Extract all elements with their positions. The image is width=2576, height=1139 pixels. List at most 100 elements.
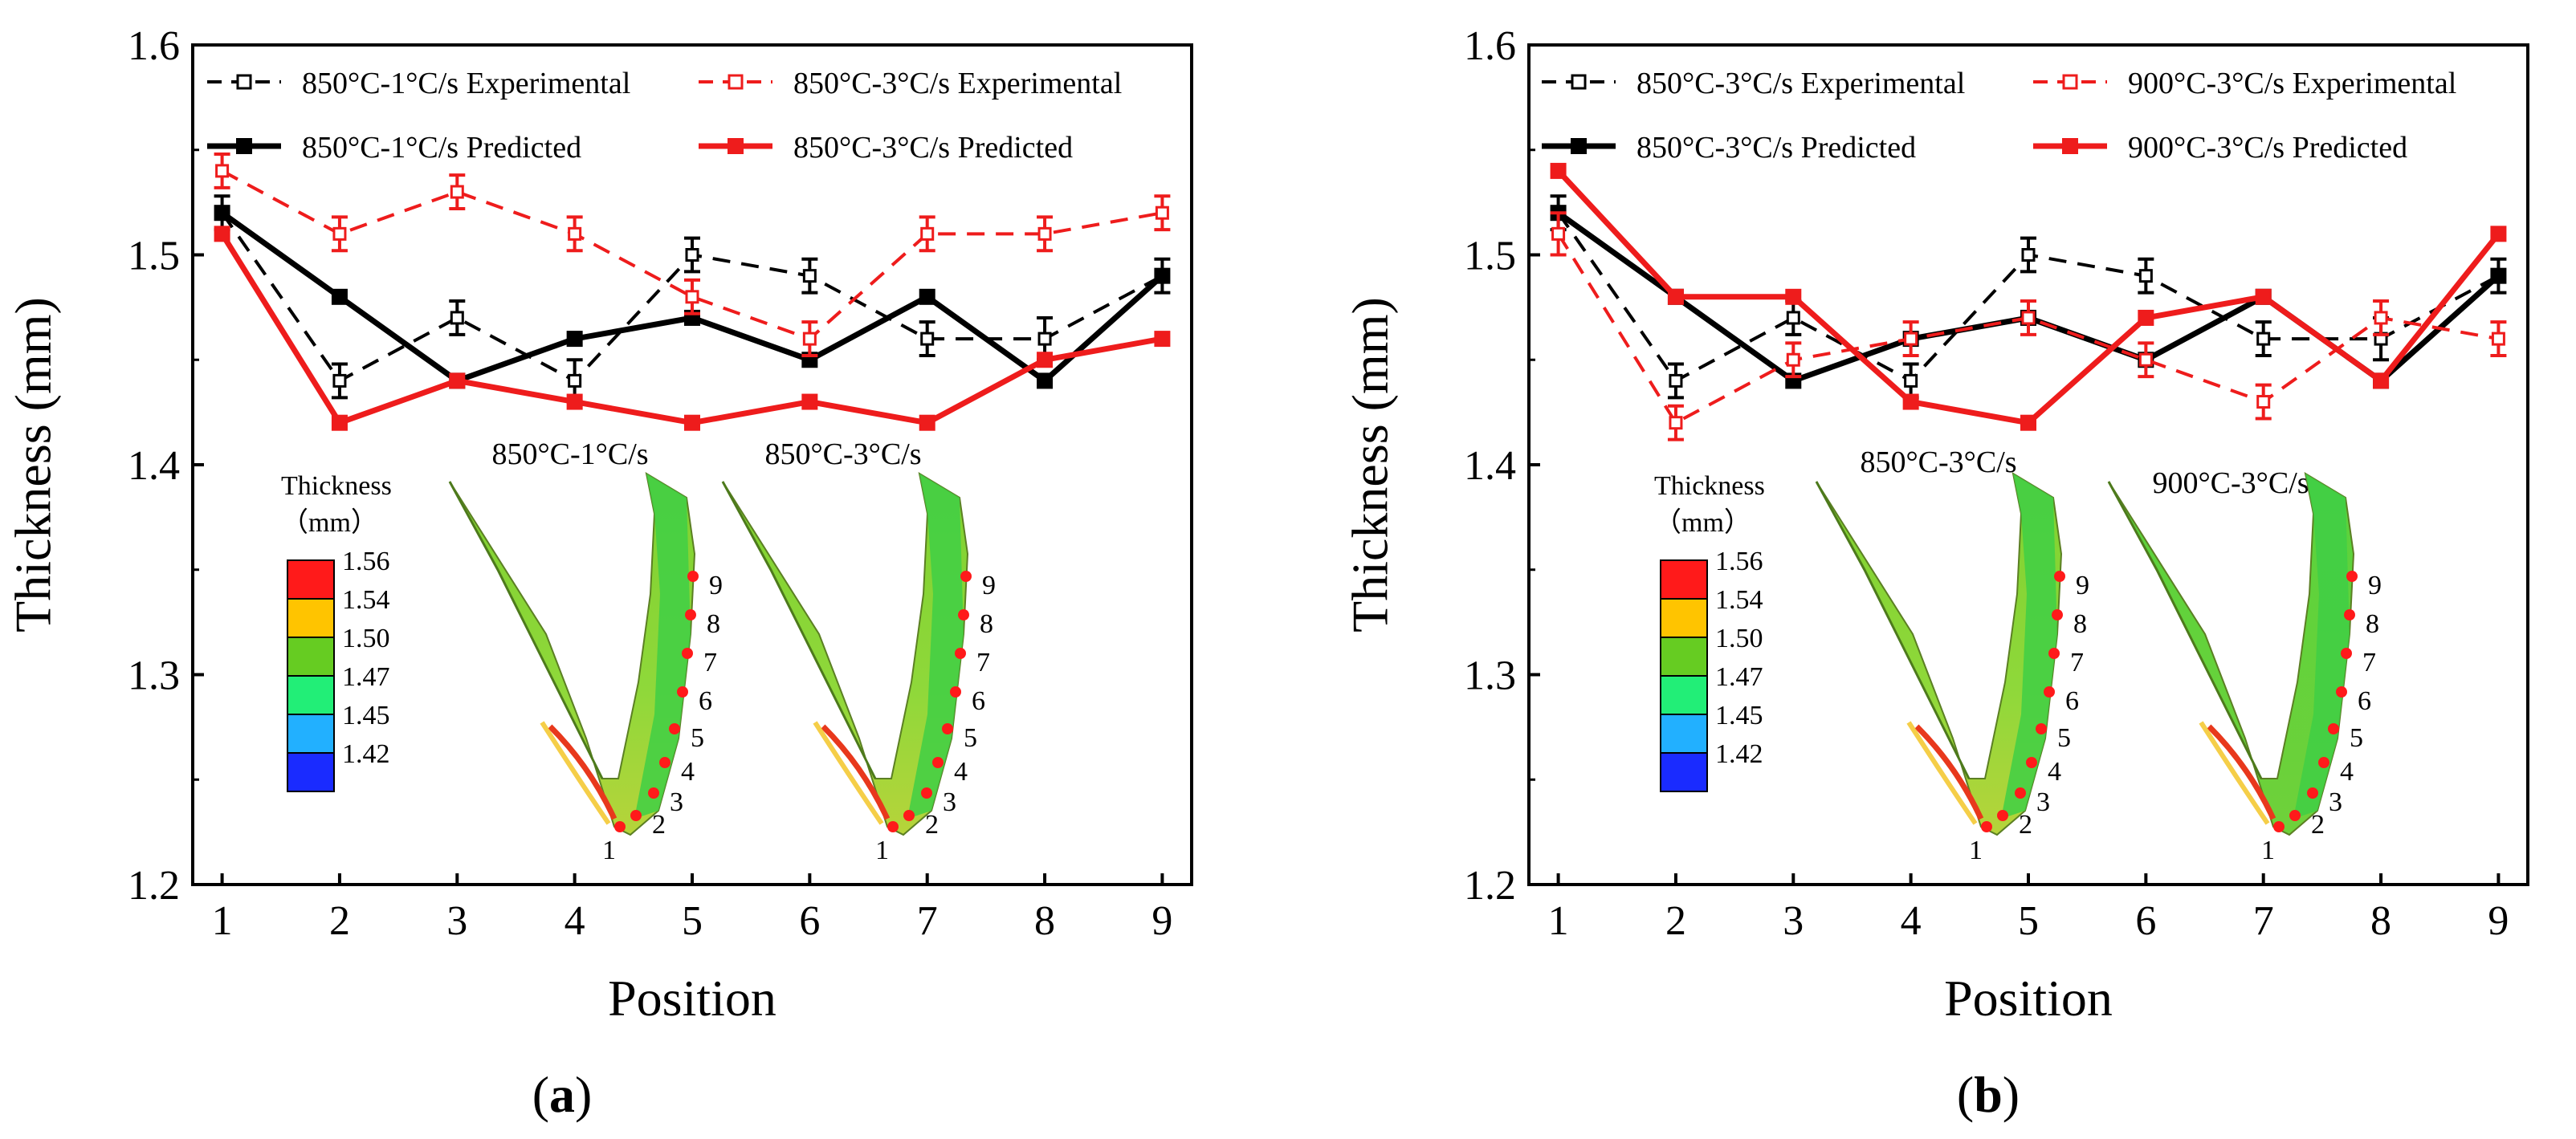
legend-marker: [728, 74, 744, 90]
measurement-point: [1997, 810, 2008, 821]
measurement-point-label: 2: [652, 810, 666, 840]
data-point: [1667, 288, 1684, 305]
measurement-point-label: 6: [2065, 686, 2079, 716]
fe-model-inset: 850°C-1°C/s 1 234 5 6 7 8 9: [448, 437, 723, 865]
colorbar-label: 1.47: [1715, 662, 1763, 692]
legend-entry: 850°C-3°C/s Predicted: [1542, 131, 1916, 165]
measurement-point: [2273, 821, 2285, 832]
measurement-point-label: 7: [2362, 648, 2376, 677]
colorbar-swatch: [1660, 559, 1708, 600]
measurement-point: [932, 757, 944, 768]
data-point: [449, 372, 466, 389]
measurement-point-label: 2: [2311, 810, 2325, 840]
colorbar-swatch: [1660, 637, 1708, 677]
panel-label-letter: b: [1974, 1066, 2003, 1123]
measurement-point: [2336, 686, 2347, 698]
legend-label: 850°C-3°C/s Experimental: [1636, 67, 1965, 100]
fe-shell-rim: [1815, 481, 1971, 779]
legend-marker: [728, 138, 744, 154]
legend-label: 850°C-3°C/s Predicted: [1636, 131, 1916, 165]
data-point: [331, 414, 348, 431]
colorbar-label: 1.42: [1715, 739, 1763, 769]
measurement-point-label: 1: [2261, 836, 2275, 865]
x-axis-title: Position: [1944, 970, 2113, 1027]
data-point: [920, 226, 935, 241]
x-tick-label: 6: [799, 898, 820, 944]
measurement-point-label: 1: [602, 836, 616, 865]
colorbar-swatch: [287, 598, 335, 638]
measurement-point: [614, 821, 626, 832]
legend-entry: 850°C-1°C/s Predicted: [207, 131, 581, 165]
data-point: [1904, 373, 1918, 388]
data-point: [568, 373, 582, 388]
series-predicted: [1550, 162, 2507, 431]
legend-entry: 850°C-3°C/s Experimental: [1542, 67, 1965, 100]
legend-entry: 900°C-3°C/s Experimental: [2033, 67, 2456, 100]
data-point: [2138, 352, 2153, 367]
measurement-point: [2015, 787, 2026, 799]
measurement-point: [2048, 648, 2060, 659]
panel-label: (b): [1957, 1066, 2020, 1123]
measurement-point-label: 8: [980, 609, 993, 639]
data-point: [1154, 331, 1171, 348]
data-point: [1902, 393, 1919, 410]
series-line: [1556, 169, 2501, 426]
thickness-colorbar: Thickness （mm） 1.56 1.54 1.50 1.47 1.45 1.42: [281, 471, 392, 792]
colorbar-swatch: [287, 752, 335, 792]
colorbar-swatch: [287, 637, 335, 677]
measurement-point-label: 5: [964, 723, 977, 753]
y-tick-label: 1.3: [128, 653, 180, 699]
measurement-point: [682, 648, 693, 659]
colorbar-label: 1.54: [342, 585, 390, 615]
measurement-point-label: 4: [681, 757, 695, 787]
fe-thick-zone: [548, 724, 618, 820]
inset-title: 900°C-3°C/s: [2152, 466, 2309, 500]
y-tick-label: 1.4: [128, 443, 180, 489]
fe-model-inset: 850°C-3°C/s 1 234 5 6 7 8 9: [721, 437, 996, 865]
measurement-point-label: 4: [2048, 757, 2061, 787]
measurement-point-label: 5: [691, 723, 704, 753]
y-axis-title: Thickness (mm): [5, 297, 62, 633]
data-point: [2021, 311, 2036, 325]
data-point: [1786, 352, 1800, 367]
measurement-point-label: 9: [2076, 571, 2089, 600]
measurement-point: [2036, 723, 2047, 734]
colorbar-label: 1.45: [1715, 701, 1763, 730]
legend-label: 850°C-1°C/s Predicted: [302, 131, 581, 165]
measurement-point: [2026, 757, 2037, 768]
data-point: [685, 248, 699, 262]
x-tick-label: 7: [2253, 898, 2274, 944]
measurement-point: [2289, 810, 2301, 821]
x-tick-label: 9: [2488, 898, 2509, 944]
x-tick-label: 1: [212, 898, 233, 944]
x-tick-label: 3: [446, 898, 467, 944]
data-point: [568, 226, 582, 241]
measurement-point-label: 3: [2329, 787, 2342, 817]
legend-marker: [2062, 74, 2078, 90]
data-point: [919, 288, 935, 305]
measurement-point-label: 7: [976, 648, 990, 677]
measurement-point: [2346, 571, 2358, 582]
x-tick-label: 8: [2370, 898, 2391, 944]
measurement-point: [950, 686, 961, 698]
measurement-point-label: 4: [954, 757, 968, 787]
measurement-point-label: 9: [982, 571, 996, 600]
data-point: [2490, 226, 2507, 242]
measurement-point-label: 4: [2340, 757, 2354, 787]
measurement-point-label: 3: [943, 787, 956, 817]
colorbar-label: 1.56: [342, 547, 390, 576]
panel-label-open: (: [1957, 1066, 1974, 1123]
data-point: [2256, 332, 2271, 346]
legend-marker: [236, 74, 252, 90]
y-tick-label: 1.5: [128, 234, 180, 279]
colorbar-swatch: [287, 714, 335, 754]
y-tick-label: 1.2: [1464, 863, 1516, 909]
data-point: [1037, 352, 1054, 368]
measurement-point-label: 8: [2366, 609, 2379, 639]
measurement-point: [2307, 787, 2318, 799]
data-point: [1904, 332, 1918, 346]
data-point: [1037, 372, 1054, 389]
colorbar-label: 1.50: [1715, 624, 1763, 653]
colorbar-label: 1.56: [1715, 547, 1763, 576]
fe-medium-zone: [2199, 721, 2270, 825]
